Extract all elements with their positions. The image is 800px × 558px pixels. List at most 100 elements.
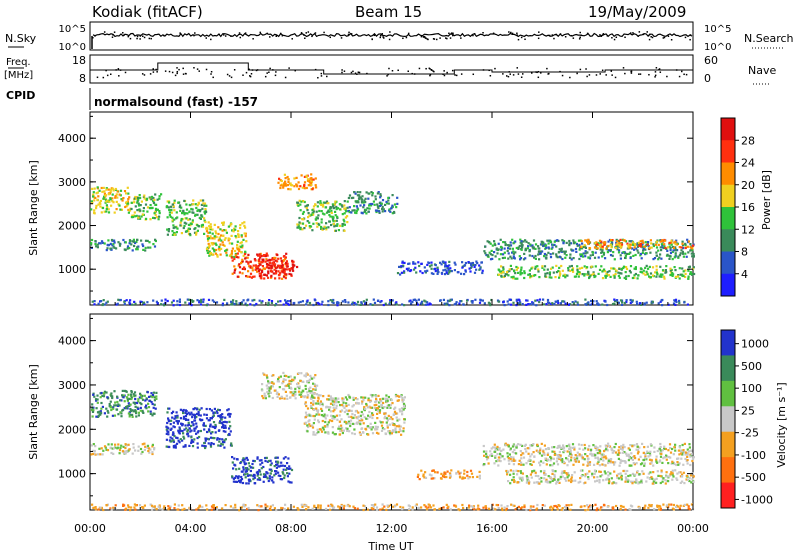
power-cell: [240, 251, 242, 253]
power-cell: [572, 271, 574, 273]
power-cell: [562, 275, 564, 277]
power-cell: [569, 265, 571, 267]
power-cell: [188, 211, 190, 213]
nave-dot: [352, 71, 354, 73]
power-cell: [117, 299, 119, 301]
power-cell: [616, 240, 618, 242]
velocity-cell: [315, 402, 317, 404]
velocity-cell: [271, 479, 273, 481]
power-cell: [430, 262, 432, 264]
power-cell: [134, 303, 136, 305]
velocity-cell: [376, 413, 378, 415]
nsky-dot: [549, 35, 551, 37]
power-cell: [537, 245, 539, 247]
velocity-cell: [529, 463, 531, 465]
velocity-cell: [595, 446, 597, 448]
power-cell: [585, 304, 587, 306]
colorbar-tick-label: 20: [741, 179, 755, 192]
velocity-cell: [549, 464, 551, 466]
velocity-cell: [345, 409, 347, 411]
power-cell: [344, 299, 346, 301]
velocity-cell: [388, 415, 390, 417]
power-cell: [176, 211, 178, 213]
velocity-cell: [335, 397, 337, 399]
power-cell: [306, 175, 308, 177]
velocity-cell: [650, 443, 652, 445]
power-cell: [643, 248, 645, 250]
power-cell: [170, 206, 172, 208]
power-cell: [614, 275, 616, 277]
velocity-cell: [551, 446, 553, 448]
velocity-cell: [621, 460, 623, 462]
power-cell: [204, 221, 206, 223]
power-cell: [537, 270, 539, 272]
velocity-cell: [106, 416, 108, 418]
velocity-cell: [628, 457, 630, 459]
y-tick-label: 4000: [58, 132, 86, 145]
velocity-cell: [551, 451, 553, 453]
power-cell: [612, 251, 614, 253]
power-cell: [547, 269, 549, 271]
velocity-cell: [261, 389, 263, 391]
power-cell: [225, 237, 227, 239]
velocity-cell: [252, 460, 254, 462]
power-cell: [232, 273, 234, 275]
velocity-cell: [383, 406, 385, 408]
nsky-dot: [123, 34, 125, 36]
velocity-cell: [404, 396, 406, 398]
velocity-cell: [248, 462, 250, 464]
power-cell: [586, 251, 588, 253]
power-cell: [568, 304, 570, 306]
velocity-cell: [339, 421, 341, 423]
nsky-dot: [624, 37, 626, 39]
velocity-cell: [533, 461, 535, 463]
power-cell: [198, 203, 200, 205]
nave-dot: [246, 72, 248, 74]
power-cell: [95, 207, 97, 209]
velocity-cell: [587, 458, 589, 460]
velocity-cell: [310, 398, 312, 400]
nsky-dot: [94, 35, 96, 37]
power-cell: [105, 210, 107, 212]
power-cell: [532, 302, 534, 304]
velocity-cell: [365, 403, 367, 405]
power-cell: [203, 205, 205, 207]
power-cell: [245, 235, 247, 237]
velocity-cell: [660, 453, 662, 455]
power-cell: [576, 265, 578, 267]
power-cell: [412, 261, 414, 263]
velocity-cell: [294, 391, 296, 393]
velocity-cell: [323, 415, 325, 417]
velocity-cell: [96, 395, 98, 397]
velocity-cell: [286, 385, 288, 387]
nsearch-tick-low: 10^0: [704, 42, 731, 53]
nave-dot: [414, 73, 416, 75]
power-cell: [528, 242, 530, 244]
velocity-cell: [93, 396, 95, 398]
velocity-cell: [561, 459, 563, 461]
power-cell: [646, 265, 648, 267]
power-cell: [138, 204, 140, 206]
nave-dot: [344, 70, 346, 72]
power-cell: [332, 205, 334, 207]
velocity-cell: [151, 396, 153, 398]
nave-dot: [494, 68, 496, 70]
velocity-cell: [218, 430, 220, 432]
nsky-dot: [136, 38, 138, 40]
velocity-cell: [472, 476, 474, 478]
power-cell: [179, 304, 181, 306]
velocity-cell: [384, 417, 386, 419]
power-cell: [316, 211, 318, 213]
nsky-dot: [685, 37, 687, 39]
nsky-dot: [524, 39, 526, 41]
nsky-dot: [301, 32, 303, 34]
velocity-cell: [286, 462, 288, 464]
velocity-cell: [533, 451, 535, 453]
velocity-cell: [388, 404, 390, 406]
velocity-cell: [305, 385, 307, 387]
velocity-cell: [228, 413, 230, 415]
velocity-cell: [172, 439, 174, 441]
power-cell: [157, 199, 159, 201]
velocity-cell: [285, 456, 287, 458]
power-cell: [309, 178, 311, 180]
